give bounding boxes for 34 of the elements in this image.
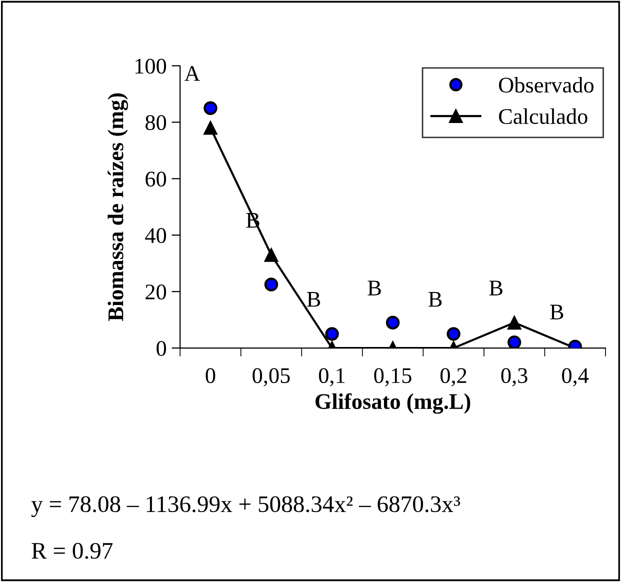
legend-label: Observado (499, 77, 594, 93)
x-tick-label: 0,05 (252, 368, 290, 386)
y-axis-title: Biomassa de raízes (mg) (108, 93, 128, 322)
annotation: B (550, 304, 564, 320)
point (507, 316, 522, 330)
text: y = 78.08 – 1136.99x + 5088.34x² – 6870.3x³ (31, 496, 460, 518)
point (264, 248, 278, 262)
point (204, 120, 218, 135)
x-tick-label: 0,2 (440, 368, 466, 386)
y-tick-label: 100 (136, 58, 166, 74)
point (325, 327, 339, 341)
x-tick-label: 0 (206, 368, 216, 384)
point (264, 278, 278, 292)
text: R = 0.97 (32, 542, 113, 559)
y-tick-label: 0 (156, 340, 166, 356)
point (204, 101, 218, 115)
annotation: B (368, 280, 381, 296)
x-tick-label: 0,4 (562, 368, 589, 386)
point (446, 327, 460, 341)
y-tick-label: 60 (146, 172, 166, 187)
annotation: A (184, 66, 200, 81)
x-tick-label: 0,3 (501, 368, 528, 386)
x-axis-title: Glifosato (mg.L) (315, 393, 470, 414)
x-tick-label: 0,15 (374, 368, 412, 386)
legend-label: Calculado (499, 108, 588, 124)
annotation: B (428, 292, 442, 307)
annotation: B (489, 280, 502, 296)
x-tick-label: 0,1 (318, 368, 345, 386)
point (507, 336, 522, 348)
annotation: B (307, 292, 320, 307)
y-tick-label: 40 (145, 228, 166, 244)
y-tick-label: 20 (146, 284, 166, 300)
y-tick-label: 80 (146, 115, 166, 130)
point (386, 316, 400, 330)
